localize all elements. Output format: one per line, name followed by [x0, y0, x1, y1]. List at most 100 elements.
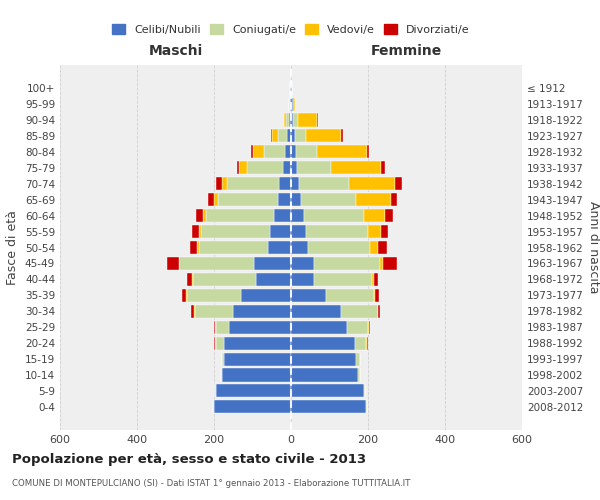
Bar — [291, 146, 296, 158]
Bar — [291, 336, 355, 349]
Bar — [301, 193, 356, 206]
Bar — [253, 146, 264, 158]
Bar — [194, 304, 195, 318]
Y-axis label: Fasce di età: Fasce di età — [7, 210, 19, 285]
Bar — [241, 289, 291, 302]
Bar — [372, 273, 374, 286]
Text: Femmine: Femmine — [371, 44, 442, 58]
Text: Popolazione per età, sesso e stato civile - 2013: Popolazione per età, sesso e stato civil… — [12, 452, 366, 466]
Bar — [291, 400, 366, 413]
Bar — [291, 304, 341, 318]
Bar — [167, 257, 179, 270]
Bar — [224, 336, 291, 349]
Bar — [385, 209, 393, 222]
Bar — [187, 273, 192, 286]
Bar — [291, 162, 297, 174]
Bar — [291, 384, 364, 398]
Bar — [314, 273, 372, 286]
Bar — [216, 336, 224, 349]
Bar — [377, 304, 379, 318]
Bar — [367, 146, 369, 158]
Bar — [291, 98, 293, 110]
Bar — [206, 209, 274, 222]
Bar — [326, 289, 374, 302]
Bar — [191, 225, 199, 238]
Bar — [349, 177, 395, 190]
Bar — [293, 114, 298, 126]
Bar — [331, 162, 382, 174]
Text: COMUNE DI MONTEPULCIANO (SI) - Dati ISTAT 1° gennaio 2013 - Elaborazione TUTTITA: COMUNE DI MONTEPULCIANO (SI) - Dati ISTA… — [12, 478, 410, 488]
Bar — [395, 177, 402, 190]
Bar — [291, 273, 314, 286]
Bar — [195, 304, 233, 318]
Bar — [213, 400, 214, 413]
Bar — [347, 320, 368, 334]
Bar — [291, 241, 308, 254]
Y-axis label: Anni di nascita: Anni di nascita — [587, 201, 600, 294]
Bar — [283, 162, 291, 174]
Bar — [296, 146, 317, 158]
Bar — [341, 130, 343, 142]
Bar — [224, 352, 291, 366]
Bar — [307, 225, 368, 238]
Bar — [271, 130, 272, 142]
Bar — [375, 289, 379, 302]
Bar — [291, 114, 293, 126]
Bar — [222, 368, 291, 382]
Bar — [227, 177, 280, 190]
Bar — [216, 320, 229, 334]
Bar — [215, 384, 216, 398]
Bar — [368, 320, 369, 334]
Bar — [278, 130, 287, 142]
Legend: Celibi/Nubili, Coniugati/e, Vedovi/e, Divorziati/e: Celibi/Nubili, Coniugati/e, Vedovi/e, Di… — [108, 20, 474, 39]
Bar — [215, 320, 216, 334]
Bar — [287, 130, 291, 142]
Bar — [291, 352, 356, 366]
Bar — [291, 225, 307, 238]
Bar — [291, 193, 301, 206]
Bar — [358, 368, 360, 382]
Bar — [191, 304, 194, 318]
Bar — [197, 241, 199, 254]
Bar — [218, 193, 278, 206]
Bar — [256, 273, 291, 286]
Bar — [274, 209, 291, 222]
Bar — [367, 336, 368, 349]
Bar — [187, 289, 241, 302]
Bar — [355, 336, 366, 349]
Bar — [284, 114, 286, 126]
Bar — [299, 177, 349, 190]
Bar — [290, 98, 291, 110]
Bar — [222, 177, 227, 190]
Bar — [199, 225, 200, 238]
Bar — [304, 209, 364, 222]
Bar — [383, 257, 397, 270]
Bar — [268, 241, 291, 254]
Bar — [239, 162, 247, 174]
Bar — [291, 82, 292, 94]
Bar — [356, 352, 360, 366]
Bar — [289, 98, 290, 110]
Bar — [356, 193, 391, 206]
Bar — [291, 209, 304, 222]
Bar — [377, 241, 387, 254]
Bar — [203, 209, 206, 222]
Bar — [237, 162, 239, 174]
Text: Maschi: Maschi — [148, 44, 203, 58]
Bar — [364, 384, 365, 398]
Bar — [200, 225, 270, 238]
Bar — [307, 130, 341, 142]
Bar — [293, 98, 295, 110]
Bar — [297, 162, 331, 174]
Bar — [286, 114, 289, 126]
Bar — [229, 320, 291, 334]
Bar — [374, 289, 375, 302]
Bar — [233, 304, 291, 318]
Bar — [291, 257, 314, 270]
Bar — [196, 209, 203, 222]
Bar — [208, 193, 214, 206]
Bar — [214, 400, 291, 413]
Bar — [382, 162, 385, 174]
Bar — [290, 82, 291, 94]
Bar — [221, 368, 222, 382]
